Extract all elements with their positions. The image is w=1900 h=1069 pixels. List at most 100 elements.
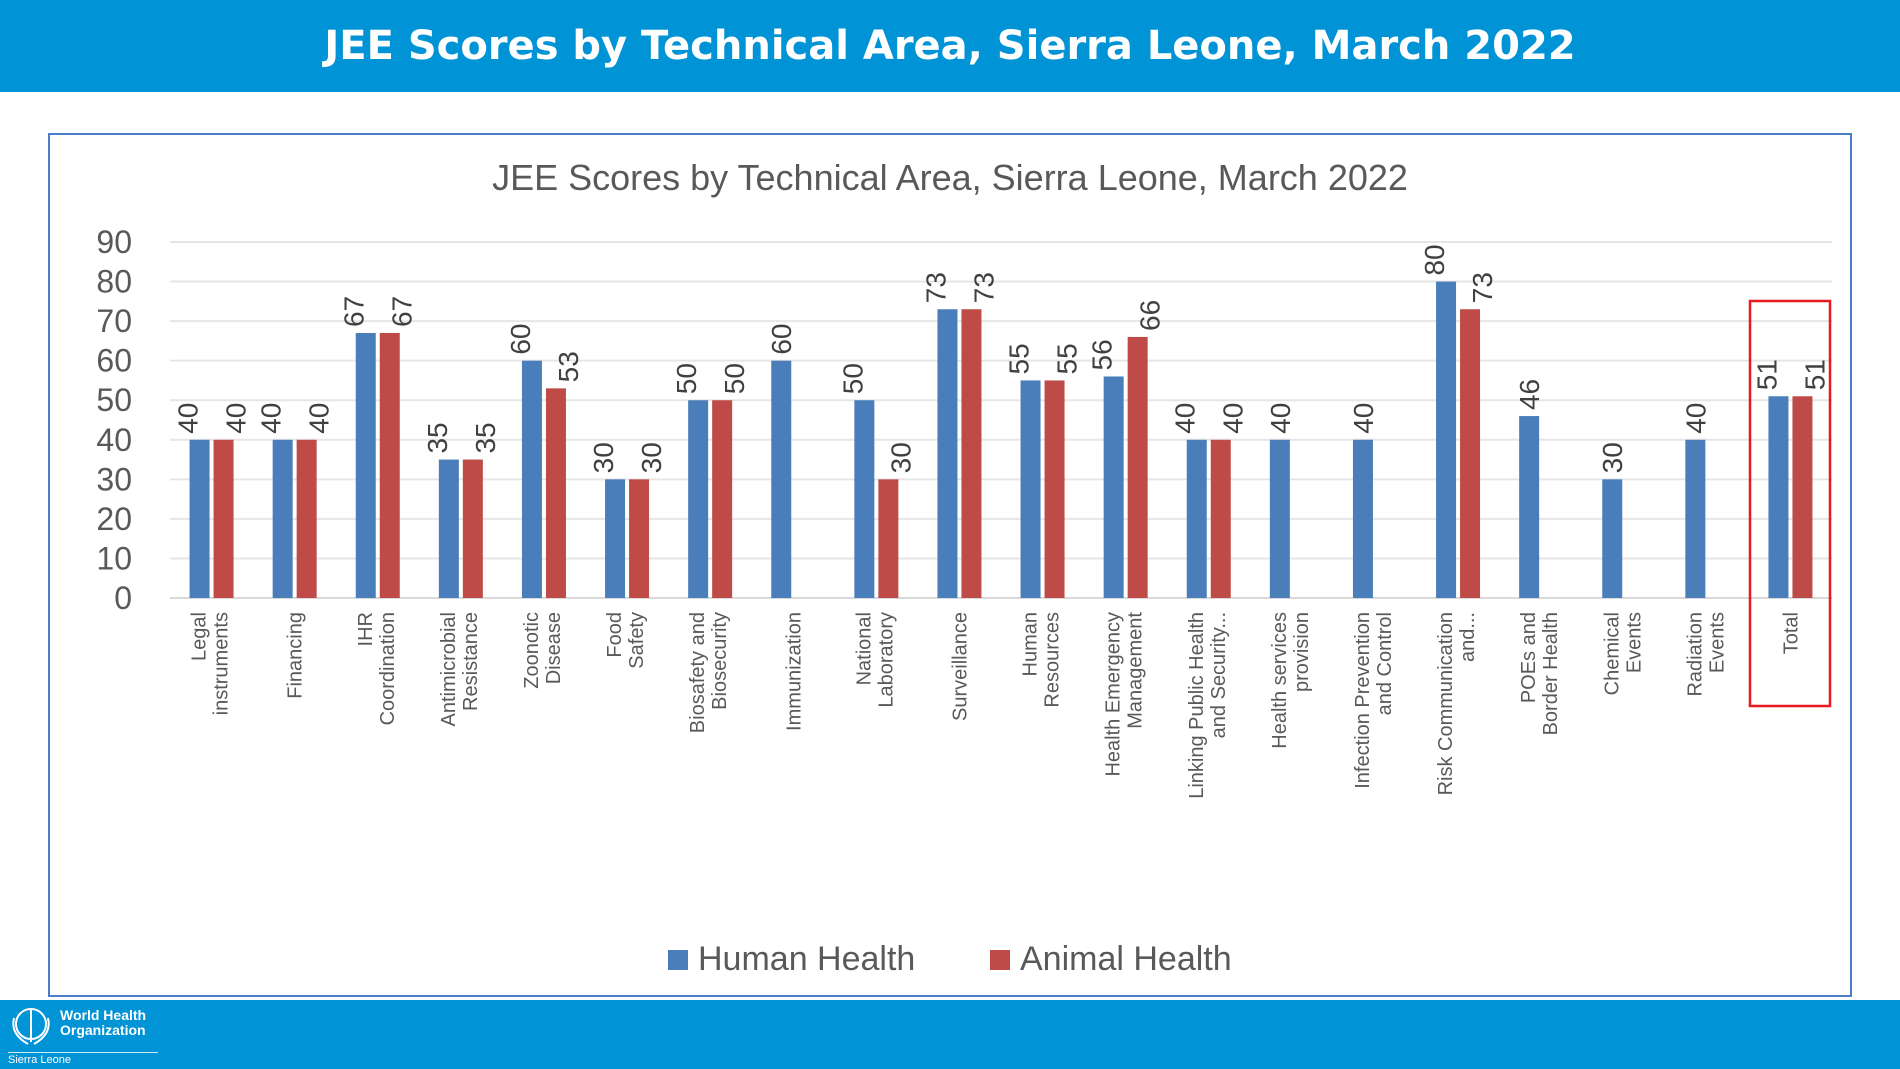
bar-human (1103, 376, 1124, 598)
data-label: 40 (304, 403, 335, 434)
bar-animal (878, 479, 899, 598)
bar-human (1186, 439, 1207, 598)
bar-human (854, 400, 875, 598)
x-tick-label: ZoonoticDisease (521, 612, 565, 689)
x-tick-label-line: Events (1706, 612, 1728, 673)
x-tick-label: POEs andBorder Health (1518, 612, 1562, 735)
bar-human (605, 479, 626, 598)
data-label: 40 (256, 403, 287, 434)
x-tick-label-line: provision (1291, 612, 1313, 692)
y-tick-label: 30 (96, 461, 132, 497)
x-tick-label-line: Zoonotic (521, 612, 543, 689)
bar-human (1436, 281, 1457, 598)
country-label: Sierra Leone (8, 1052, 158, 1066)
x-tick-label-line: Risk Communication (1435, 612, 1457, 795)
x-tick-label-line: and Control (1374, 612, 1396, 715)
data-label: 40 (1348, 403, 1379, 434)
x-tick-label: FoodSafety (604, 612, 648, 669)
data-label: 40 (1265, 403, 1296, 434)
chart-frame (48, 133, 1852, 997)
legend: Human Health Animal Health (668, 940, 1232, 978)
bar-animal (1044, 380, 1065, 598)
data-label: 50 (719, 363, 750, 394)
x-tick-label: Health EmergencyManagement (1103, 612, 1147, 777)
x-tick-label: Linking Public Healthand Security... (1186, 612, 1230, 799)
data-label: 40 (173, 403, 204, 434)
x-tick-label: NationalLaboratory (853, 612, 897, 708)
x-tick-label: RadiationEvents (1684, 612, 1728, 697)
bar-animal (712, 400, 733, 598)
data-label: 51 (1799, 359, 1830, 390)
bar-animal (1460, 309, 1481, 598)
x-tick-label: ChemicalEvents (1601, 612, 1645, 695)
data-label: 50 (671, 363, 702, 394)
x-tick-label-line: Antimicrobial (438, 612, 460, 726)
x-tick-label: Total (1780, 612, 1802, 654)
x-tick-label-line: instruments (211, 612, 233, 715)
y-tick-label: 50 (96, 382, 132, 418)
x-tick-label: HumanResources (1020, 612, 1064, 708)
data-label: 30 (1597, 442, 1628, 473)
bar-animal (961, 309, 982, 598)
bar-animal (296, 439, 317, 598)
x-tick-label-line: Biosafety and (687, 612, 709, 733)
y-tick-label: 10 (96, 540, 132, 576)
data-label: 30 (588, 442, 619, 473)
x-tick-label-line: Disease (543, 612, 565, 684)
x-tick-label-line: Health services (1269, 612, 1291, 749)
y-tick-label: 60 (96, 343, 132, 379)
data-label: 40 (221, 403, 252, 434)
bar-animal (545, 388, 566, 598)
slide-title-banner: JEE Scores by Technical Area, Sierra Leo… (0, 0, 1900, 92)
x-tick-label-line: Events (1623, 612, 1645, 673)
data-label: 73 (920, 272, 951, 303)
data-label: 73 (1467, 272, 1498, 303)
x-tick-label-line: Radiation (1684, 612, 1706, 697)
bar-human (688, 400, 709, 598)
bar-human (1269, 439, 1290, 598)
x-tick-label: Risk Communicationand... (1435, 612, 1479, 795)
x-tick-label-line: POEs and (1518, 612, 1540, 703)
x-tick-label-line: Financing (285, 612, 307, 699)
bar-human (771, 360, 792, 598)
data-label: 80 (1419, 244, 1450, 275)
data-label: 73 (968, 272, 999, 303)
bar-animal (1210, 439, 1231, 598)
data-label: 35 (422, 422, 453, 453)
bar-human (1602, 479, 1623, 598)
bar-animal (1127, 336, 1148, 598)
x-tick-label-line: Human (1020, 612, 1042, 676)
data-label: 67 (339, 296, 370, 327)
data-label: 40 (1680, 403, 1711, 434)
data-label: 67 (387, 296, 418, 327)
legend-label-animal: Animal Health (1020, 940, 1232, 978)
x-tick-label-line: Laboratory (875, 612, 897, 708)
who-emblem-icon (12, 1008, 50, 1045)
x-tick-label-line: Total (1780, 612, 1802, 654)
x-tick-label: Immunization (783, 612, 805, 731)
data-label: 30 (636, 442, 667, 473)
bar-human (1020, 380, 1041, 598)
legend-swatch-human (668, 950, 688, 970)
x-tick-label-line: National (853, 612, 875, 685)
data-label: 60 (505, 324, 536, 355)
y-tick-label: 0 (114, 580, 132, 616)
org-name-line2: Organization (60, 1022, 146, 1038)
bar-human (355, 332, 376, 598)
x-tick-label: Health servicesprovision (1269, 612, 1313, 749)
data-label: 50 (837, 363, 868, 394)
x-tick-label-line: Safety (626, 612, 648, 669)
x-tick-label-line: Coordination (377, 612, 399, 725)
x-tick-label-line: and... (1457, 612, 1479, 662)
x-tick-label-line: Health Emergency (1103, 612, 1125, 777)
x-tick-label-line: Infection Prevention (1352, 612, 1374, 789)
x-tick-label-line: Resources (1042, 612, 1064, 708)
data-label: 60 (766, 324, 797, 355)
x-tick-label-line: Resistance (460, 612, 482, 711)
x-tick-label: Infection Preventionand Control (1352, 612, 1396, 789)
bar-animal (379, 332, 400, 598)
org-name-line1: World Health (60, 1007, 147, 1023)
data-label: 35 (470, 422, 501, 453)
x-tick-label-line: Legal (189, 612, 211, 661)
